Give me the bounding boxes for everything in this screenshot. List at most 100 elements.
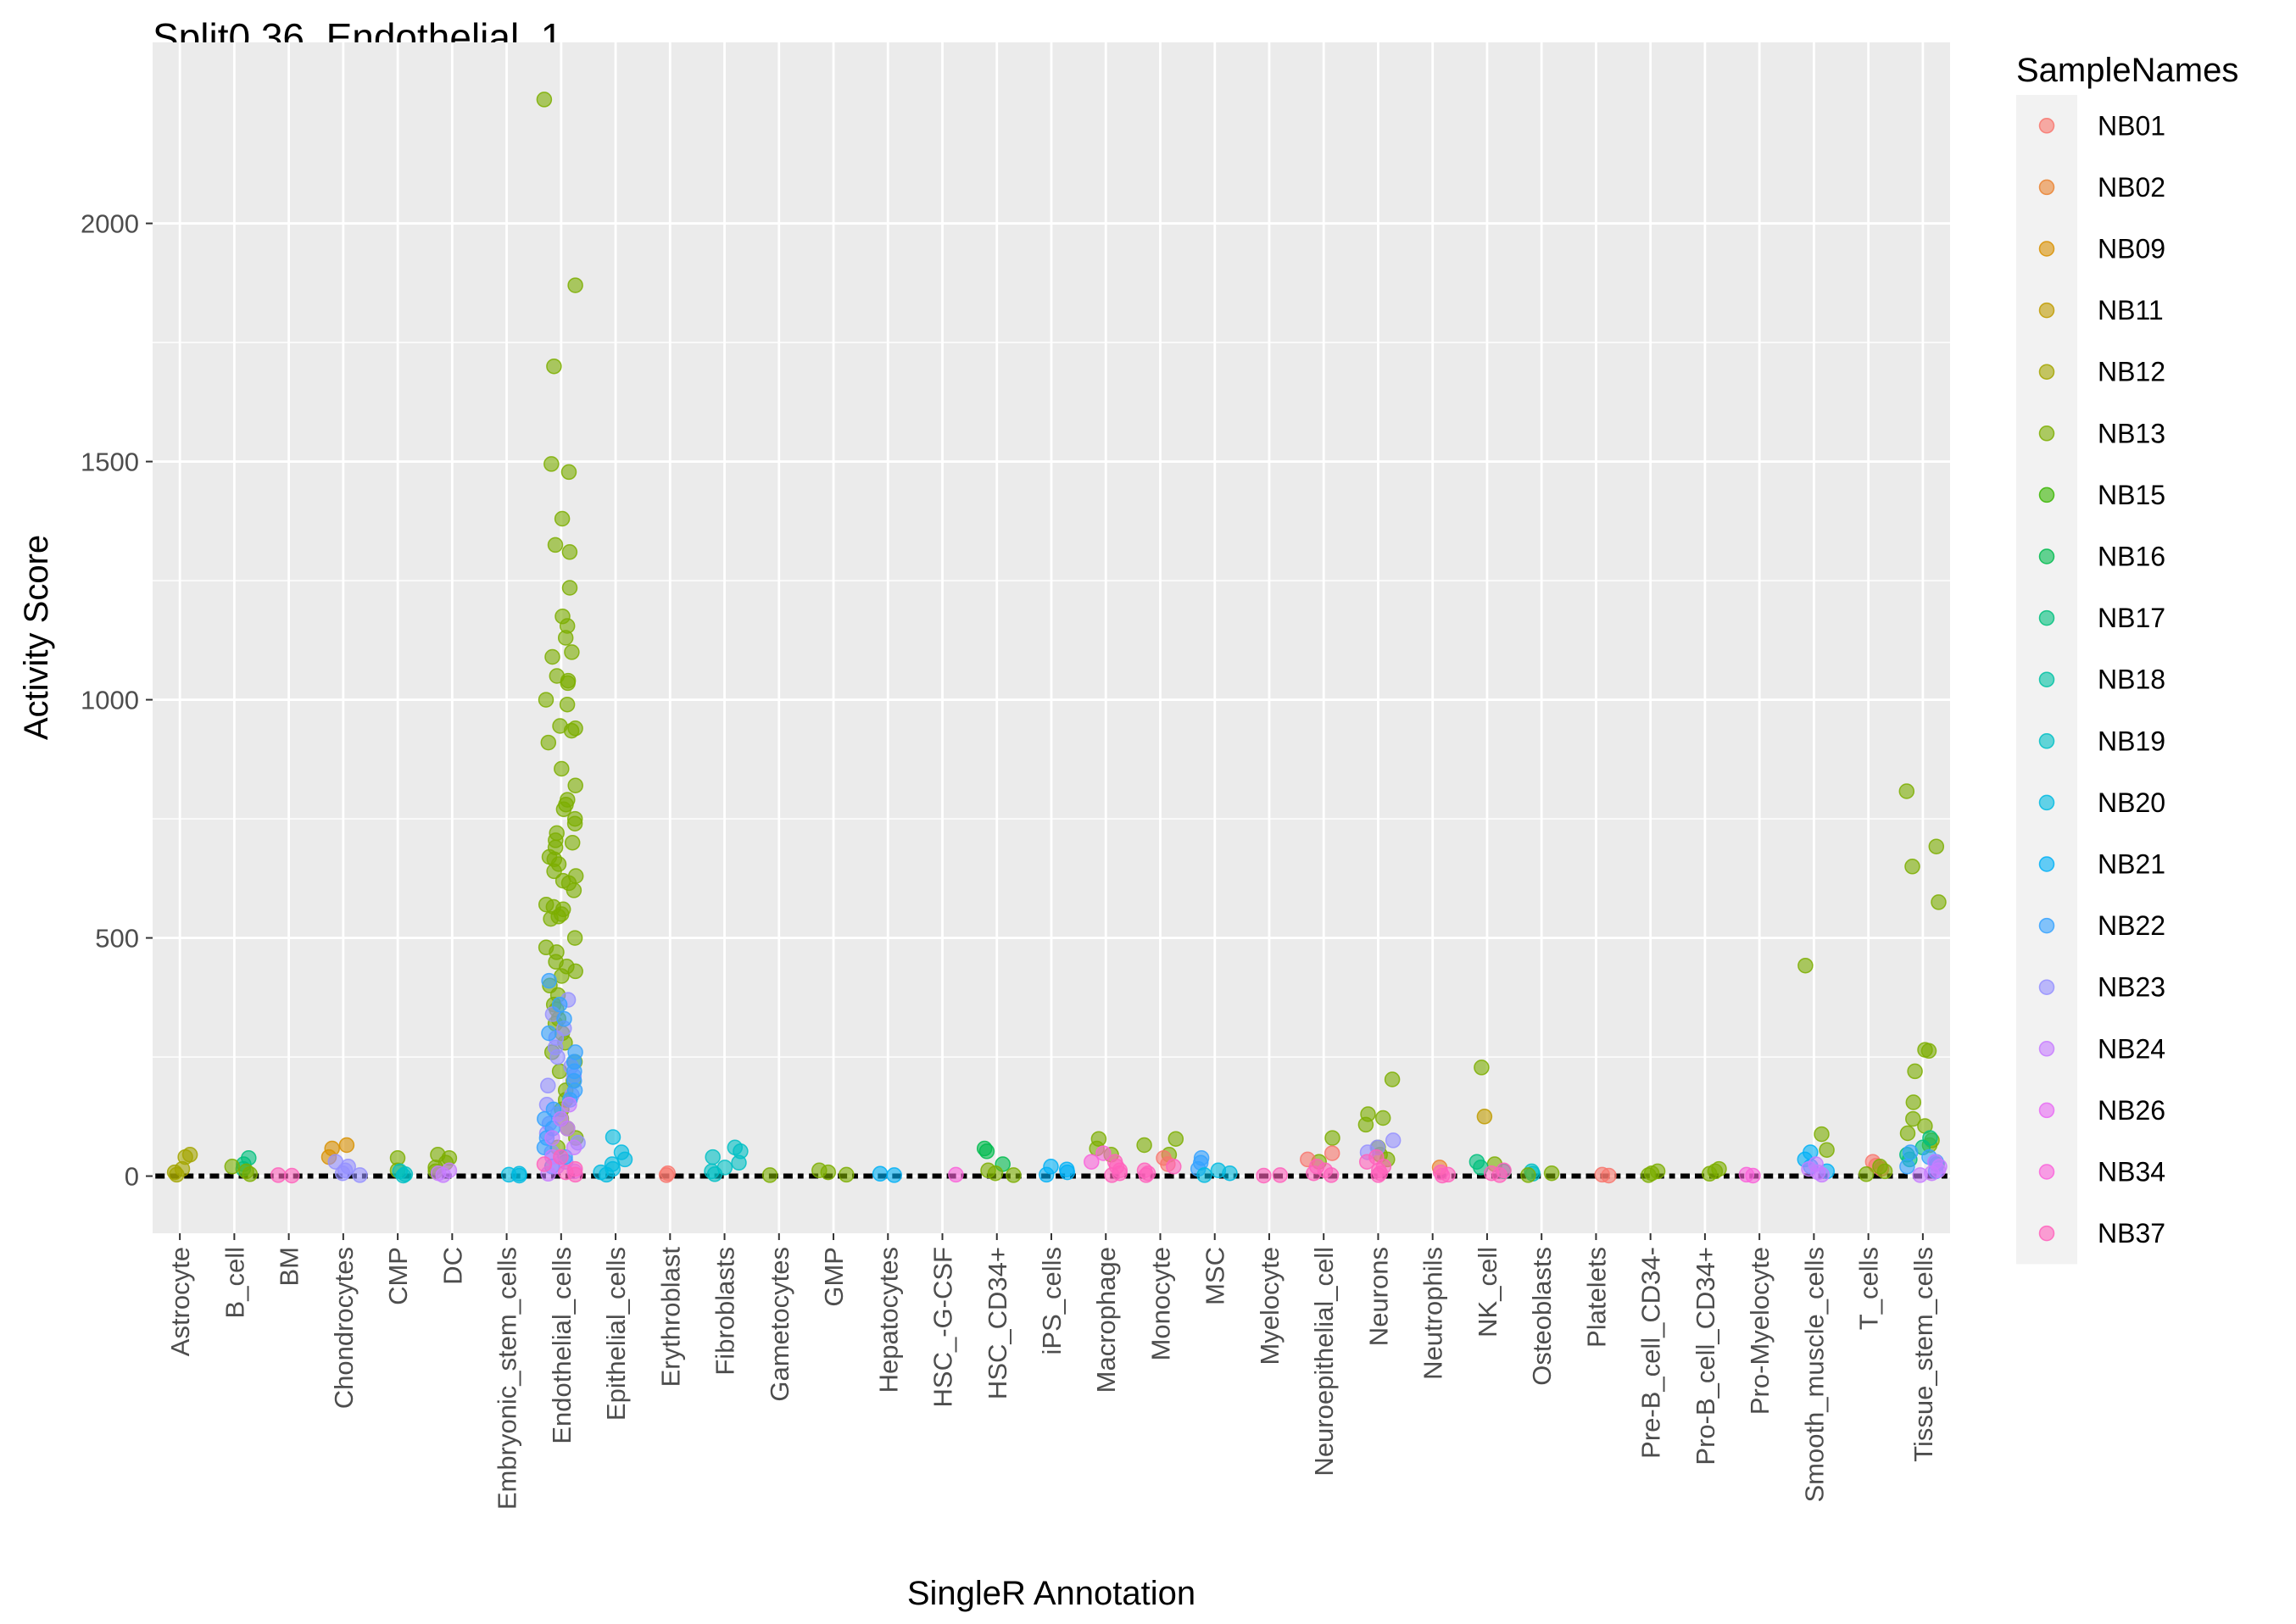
data-point [566, 930, 583, 946]
data-point [1434, 1167, 1451, 1184]
data-point [563, 722, 580, 739]
data-point [1474, 1059, 1490, 1076]
x-tick-label: HSC_-G-CSF [928, 1247, 958, 1407]
legend-label: NB15 [2098, 480, 2165, 510]
x-tick-label: B_cell [220, 1247, 249, 1318]
data-point [338, 1137, 355, 1154]
data-point [561, 1097, 577, 1113]
x-axis: Astrocyte B_cell BM Chondrocytes CMP DC Embryo… [165, 1233, 1938, 1510]
data-point [1904, 859, 1920, 875]
data-point [1905, 1110, 1921, 1127]
x-tick-label: HSC_CD34+ [983, 1247, 1012, 1399]
legend-key [2038, 118, 2055, 134]
x-tick-label: Fibroblasts [711, 1247, 740, 1376]
data-point [706, 1166, 723, 1182]
x-tick-label: MSC [1201, 1247, 1230, 1305]
legend-label: NB18 [2098, 665, 2165, 695]
x-tick-label: Erythroblast [655, 1247, 685, 1388]
y-axis: 0 500 1000 1500 2000 [81, 209, 153, 1192]
data-point [1641, 1167, 1657, 1183]
data-point [538, 692, 554, 708]
data-point [1272, 1167, 1289, 1183]
data-point [540, 1077, 556, 1094]
legend-key [2038, 1225, 2055, 1242]
data-point [1931, 894, 1947, 910]
legend-key [2038, 794, 2055, 811]
data-point [1384, 1071, 1401, 1087]
legend-key [2038, 179, 2055, 196]
data-point [1876, 1163, 1893, 1180]
x-tick-label: Smooth_muscle_cells [1799, 1247, 1829, 1503]
x-axis-label: SingleR Annotation [907, 1575, 1195, 1612]
data-point [1858, 1166, 1875, 1182]
legend-label: NB09 [2098, 234, 2165, 264]
data-point [1168, 1131, 1184, 1147]
y-tick-label: 2000 [81, 209, 139, 239]
data-point [547, 537, 564, 553]
data-point [566, 882, 582, 898]
data-point [544, 648, 560, 665]
legend-label: NB26 [2098, 1095, 2165, 1126]
data-point [1358, 1154, 1375, 1170]
data-point [564, 644, 580, 660]
data-point [511, 1167, 527, 1184]
data-point [872, 1165, 889, 1182]
data-point [435, 1167, 451, 1183]
data-point [1222, 1165, 1238, 1182]
data-point [1385, 1132, 1402, 1148]
x-tick-label: Embryonic_stem_cells [493, 1247, 522, 1510]
legend-key [2038, 364, 2055, 380]
y-tick-label: 1500 [81, 448, 139, 477]
data-point [561, 544, 578, 560]
y-tick-label: 0 [125, 1162, 139, 1192]
data-point [283, 1167, 300, 1184]
data-point [1814, 1126, 1830, 1143]
y-tick-label: 1000 [81, 686, 139, 715]
legend-key [2038, 302, 2055, 319]
data-point [1166, 1159, 1182, 1175]
data-point [169, 1166, 185, 1183]
x-tick-label: Myelocyte [1255, 1247, 1285, 1365]
legend-label: NB13 [2098, 418, 2165, 448]
data-point [551, 996, 568, 1013]
legend-label: NB37 [2098, 1218, 2165, 1249]
data-point [605, 1129, 621, 1145]
data-point [1006, 1167, 1022, 1183]
data-point [541, 1025, 557, 1042]
data-point [567, 277, 583, 293]
data-point [560, 675, 576, 692]
data-point [554, 760, 570, 777]
data-point [1907, 1063, 1923, 1080]
data-point [560, 464, 577, 481]
data-point [731, 1154, 747, 1171]
legend-label: NB12 [2098, 357, 2165, 387]
data-point [543, 910, 559, 927]
data-point [1357, 1116, 1374, 1133]
x-tick-label: Neuroepithelial_cell [1309, 1247, 1339, 1477]
legend-label: NB23 [2098, 972, 2165, 1003]
legend-key [2038, 917, 2055, 934]
x-tick-label: Chondrocytes [329, 1247, 359, 1409]
data-point [553, 1148, 569, 1165]
data-point [567, 777, 583, 793]
legend-key [2038, 671, 2055, 687]
data-point [541, 972, 557, 989]
data-point [556, 1010, 572, 1027]
legend-key [2038, 487, 2055, 503]
data-point [1324, 1145, 1340, 1161]
data-point [242, 1166, 259, 1182]
data-points [166, 92, 1948, 1184]
legend-key [2038, 548, 2055, 565]
data-point [395, 1167, 411, 1184]
data-point [1912, 1167, 1928, 1183]
legend-label: NB16 [2098, 542, 2165, 572]
legend-label: NB21 [2098, 849, 2165, 880]
legend-label: NB24 [2098, 1033, 2165, 1064]
data-point [599, 1166, 615, 1183]
legend-key [2038, 425, 2055, 442]
data-point [1095, 1145, 1112, 1161]
data-point [948, 1166, 964, 1183]
data-point [1374, 1110, 1391, 1126]
data-point [1039, 1166, 1055, 1183]
legend-key [2038, 1164, 2055, 1180]
